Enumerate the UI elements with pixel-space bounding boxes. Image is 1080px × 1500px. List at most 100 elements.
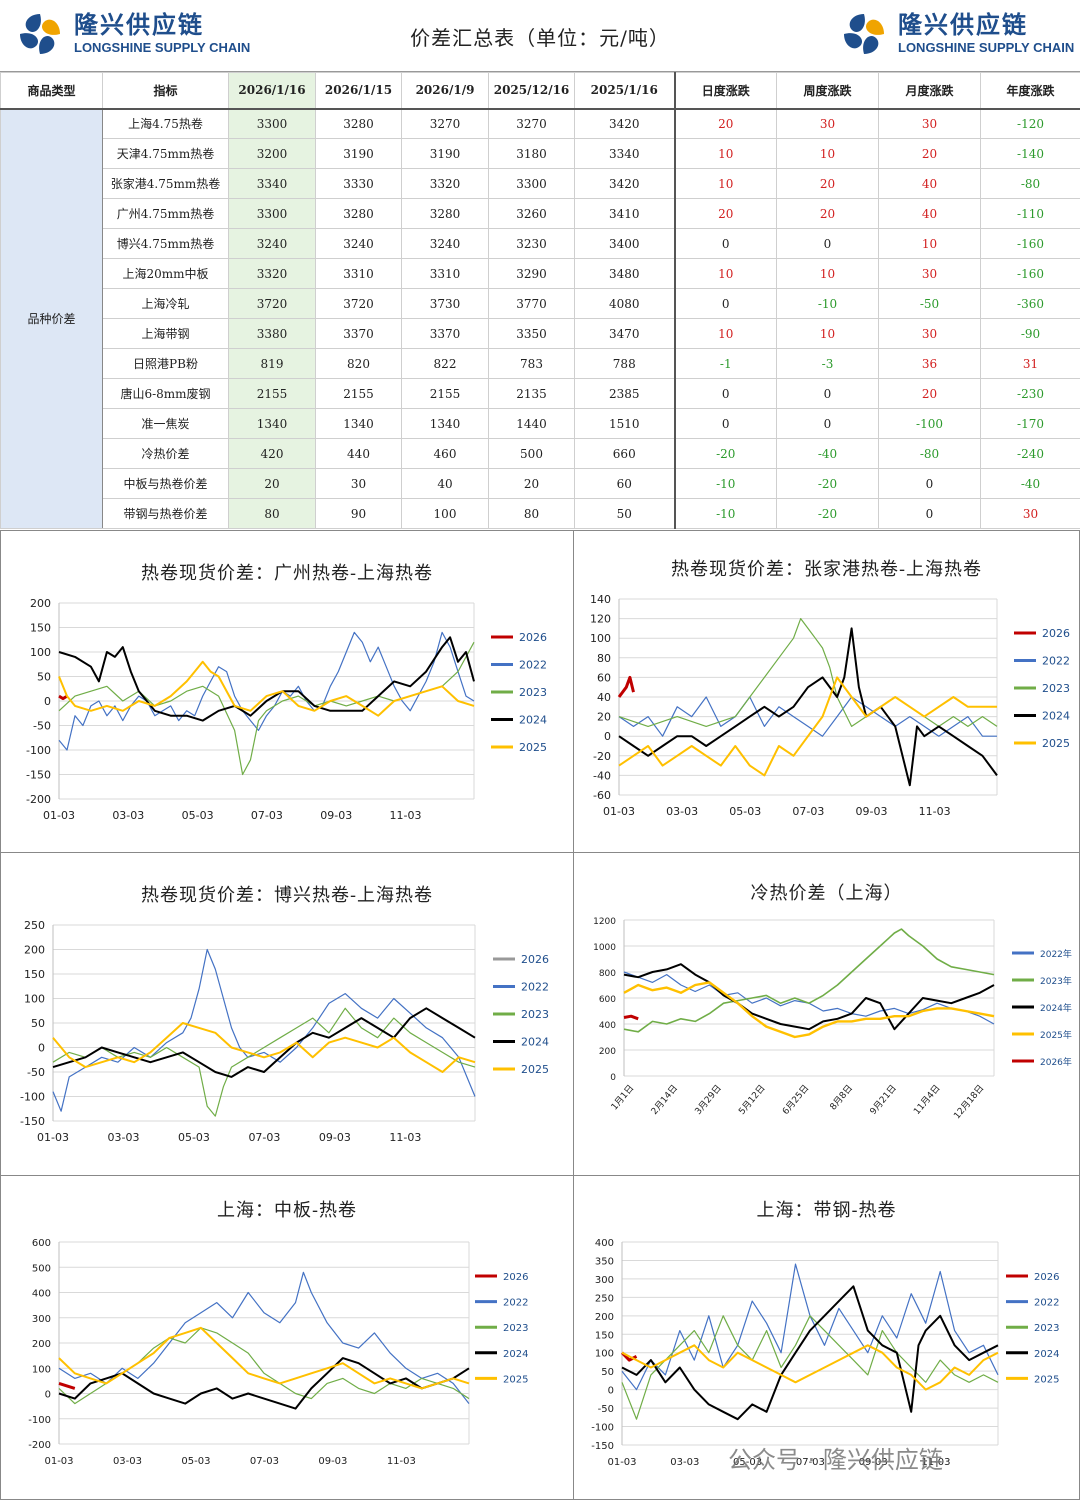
price-cell: 3280 (401, 198, 489, 229)
x-tick-label: 09-03 (319, 1131, 351, 1144)
chart-title: 热卷现货价差：广州热卷-上海热卷 (140, 563, 434, 584)
price-cell: 1440 (488, 408, 575, 439)
chart-svg: 200 150 100 50 0 -50 -100 -150 -200 01-03 03-03 05-… (26, 597, 547, 822)
x-tick-label: 6月25日 (780, 1083, 811, 1117)
price-cell: 3240 (401, 228, 489, 259)
indicator-name: 张家港4.75mm热卷 (102, 168, 229, 199)
logo-en-text: LONGSHINE SUPPLY CHAIN (898, 40, 1075, 55)
table-row: 广州4.75mm热卷 3300 3280 3280 3260 3410 20 20 40 -110 (1, 198, 1080, 229)
legend-label: 2025年 (1040, 1029, 1072, 1041)
change-cell: 10 (776, 138, 879, 169)
price-cell: 1510 (574, 408, 675, 439)
chart-title: 热卷现货价差：博兴热卷-上海热卷 (140, 885, 434, 906)
column-header: 2025/12/16 (488, 72, 575, 110)
y-tick-label: -100 (591, 1423, 614, 1434)
y-tick-label: 150 (24, 968, 45, 981)
chart-title: 热卷现货价差：张家港热卷-上海热卷 (670, 559, 983, 580)
x-tick-label: 03-03 (113, 1456, 142, 1467)
change-cell: 31 (980, 348, 1080, 379)
price-cell: 3190 (315, 138, 402, 169)
y-tick-label: 50 (601, 1367, 614, 1378)
change-cell: 0 (673, 288, 777, 319)
y-tick-label: 200 (30, 597, 51, 610)
indicator-name: 中板与热卷价差 (102, 468, 229, 499)
y-tick-label: 0 (38, 1042, 45, 1055)
column-header: 2026/1/15 (315, 72, 402, 110)
x-tick-label: 03-03 (666, 805, 698, 818)
change-cell: -40 (980, 468, 1080, 499)
legend-label: 2026年 (1040, 1056, 1072, 1068)
x-tick-label: 09-03 (320, 809, 352, 822)
price-cell: 3340 (228, 168, 316, 199)
price-cell: 3320 (401, 168, 489, 199)
legend-label: 2026 (1034, 1272, 1059, 1283)
y-tick-label: -150 (26, 769, 51, 782)
change-cell: 0 (673, 228, 777, 259)
page-title: 价差汇总表（单位：元/吨） (410, 26, 670, 50)
price-cell: 3270 (488, 108, 575, 139)
indicator-name: 唐山6-8mm废钢 (102, 378, 229, 409)
price-cell: 50 (574, 498, 675, 529)
change-cell: 20 (878, 138, 981, 169)
x-tick-label: 5月12日 (737, 1083, 768, 1117)
x-tick-label: 03-03 (107, 1131, 139, 1144)
price-cell: 3330 (315, 168, 402, 199)
change-cell: 10 (673, 138, 777, 169)
price-cell: 3380 (228, 318, 316, 349)
change-cell: 30 (980, 498, 1080, 529)
price-cell: 2155 (228, 378, 316, 409)
price-cell: 3770 (488, 288, 575, 319)
x-tick-label: 05-03 (729, 805, 761, 818)
x-tick-label: 07-03 (248, 1131, 280, 1144)
legend-label: 2023 (1034, 1323, 1059, 1334)
price-cell: 3320 (228, 258, 316, 289)
price-cell: 20 (228, 468, 316, 499)
y-tick-label: 150 (30, 622, 51, 635)
price-cell: 3290 (488, 258, 575, 289)
legend-label: 2024 (1034, 1349, 1059, 1360)
x-tick-label: 07-03 (250, 1456, 279, 1467)
y-tick-label: 100 (590, 632, 611, 645)
table-row: 带钢与热卷价差 80 90 100 80 50 -10 -20 0 30 (1, 498, 1080, 529)
column-header: 商品类型 (0, 72, 103, 110)
legend-label: 2023 (519, 686, 547, 699)
price-cell: 3370 (401, 318, 489, 349)
price-cell: 3310 (401, 258, 489, 289)
price-cell: 2155 (401, 378, 489, 409)
indicator-name: 上海4.75热卷 (102, 108, 229, 139)
price-cell: 3350 (488, 318, 575, 349)
change-cell: -20 (673, 438, 777, 469)
price-cell: 3400 (574, 228, 675, 259)
price-cell: 1340 (401, 408, 489, 439)
price-cell: 3720 (228, 288, 316, 319)
series-line-2023 (621, 1315, 999, 1420)
y-tick-label: 100 (32, 1364, 51, 1375)
price-cell: 30 (315, 468, 402, 499)
price-cell: 420 (228, 438, 316, 469)
series-line-2025 (52, 1022, 476, 1073)
legend-label: 2024 (1042, 710, 1070, 723)
change-cell: 10 (673, 258, 777, 289)
price-cell: 40 (401, 468, 489, 499)
change-cell: -80 (980, 168, 1080, 199)
y-tick-label: -50 (27, 1066, 45, 1079)
y-tick-label: -200 (28, 1440, 51, 1451)
column-header: 月度涨跌 (878, 72, 981, 110)
report-header: 隆兴供应链 LONGSHINE SUPPLY CHAIN 价差汇总表（单位：元/… (0, 0, 1080, 72)
chart-title: 冷热价差（上海） (750, 883, 903, 904)
price-cell: 3340 (574, 138, 675, 169)
indicator-name: 上海20mm中板 (102, 258, 229, 289)
y-tick-label: 150 (595, 1330, 614, 1341)
series-line-2022 (618, 696, 997, 737)
price-cell: 3730 (401, 288, 489, 319)
change-cell: 20 (673, 198, 777, 229)
y-tick-label: -60 (593, 789, 611, 802)
legend-label: 2025 (1034, 1374, 1059, 1385)
y-tick-label: 200 (595, 1312, 614, 1323)
y-tick-label: -100 (26, 744, 51, 757)
chart-title: 上海：带钢-热卷 (756, 1200, 897, 1221)
legend-label: 2022 (1042, 655, 1070, 668)
x-tick-label: 8月8日 (828, 1083, 855, 1113)
change-cell: 30 (878, 258, 981, 289)
price-cell: 3240 (315, 228, 402, 259)
